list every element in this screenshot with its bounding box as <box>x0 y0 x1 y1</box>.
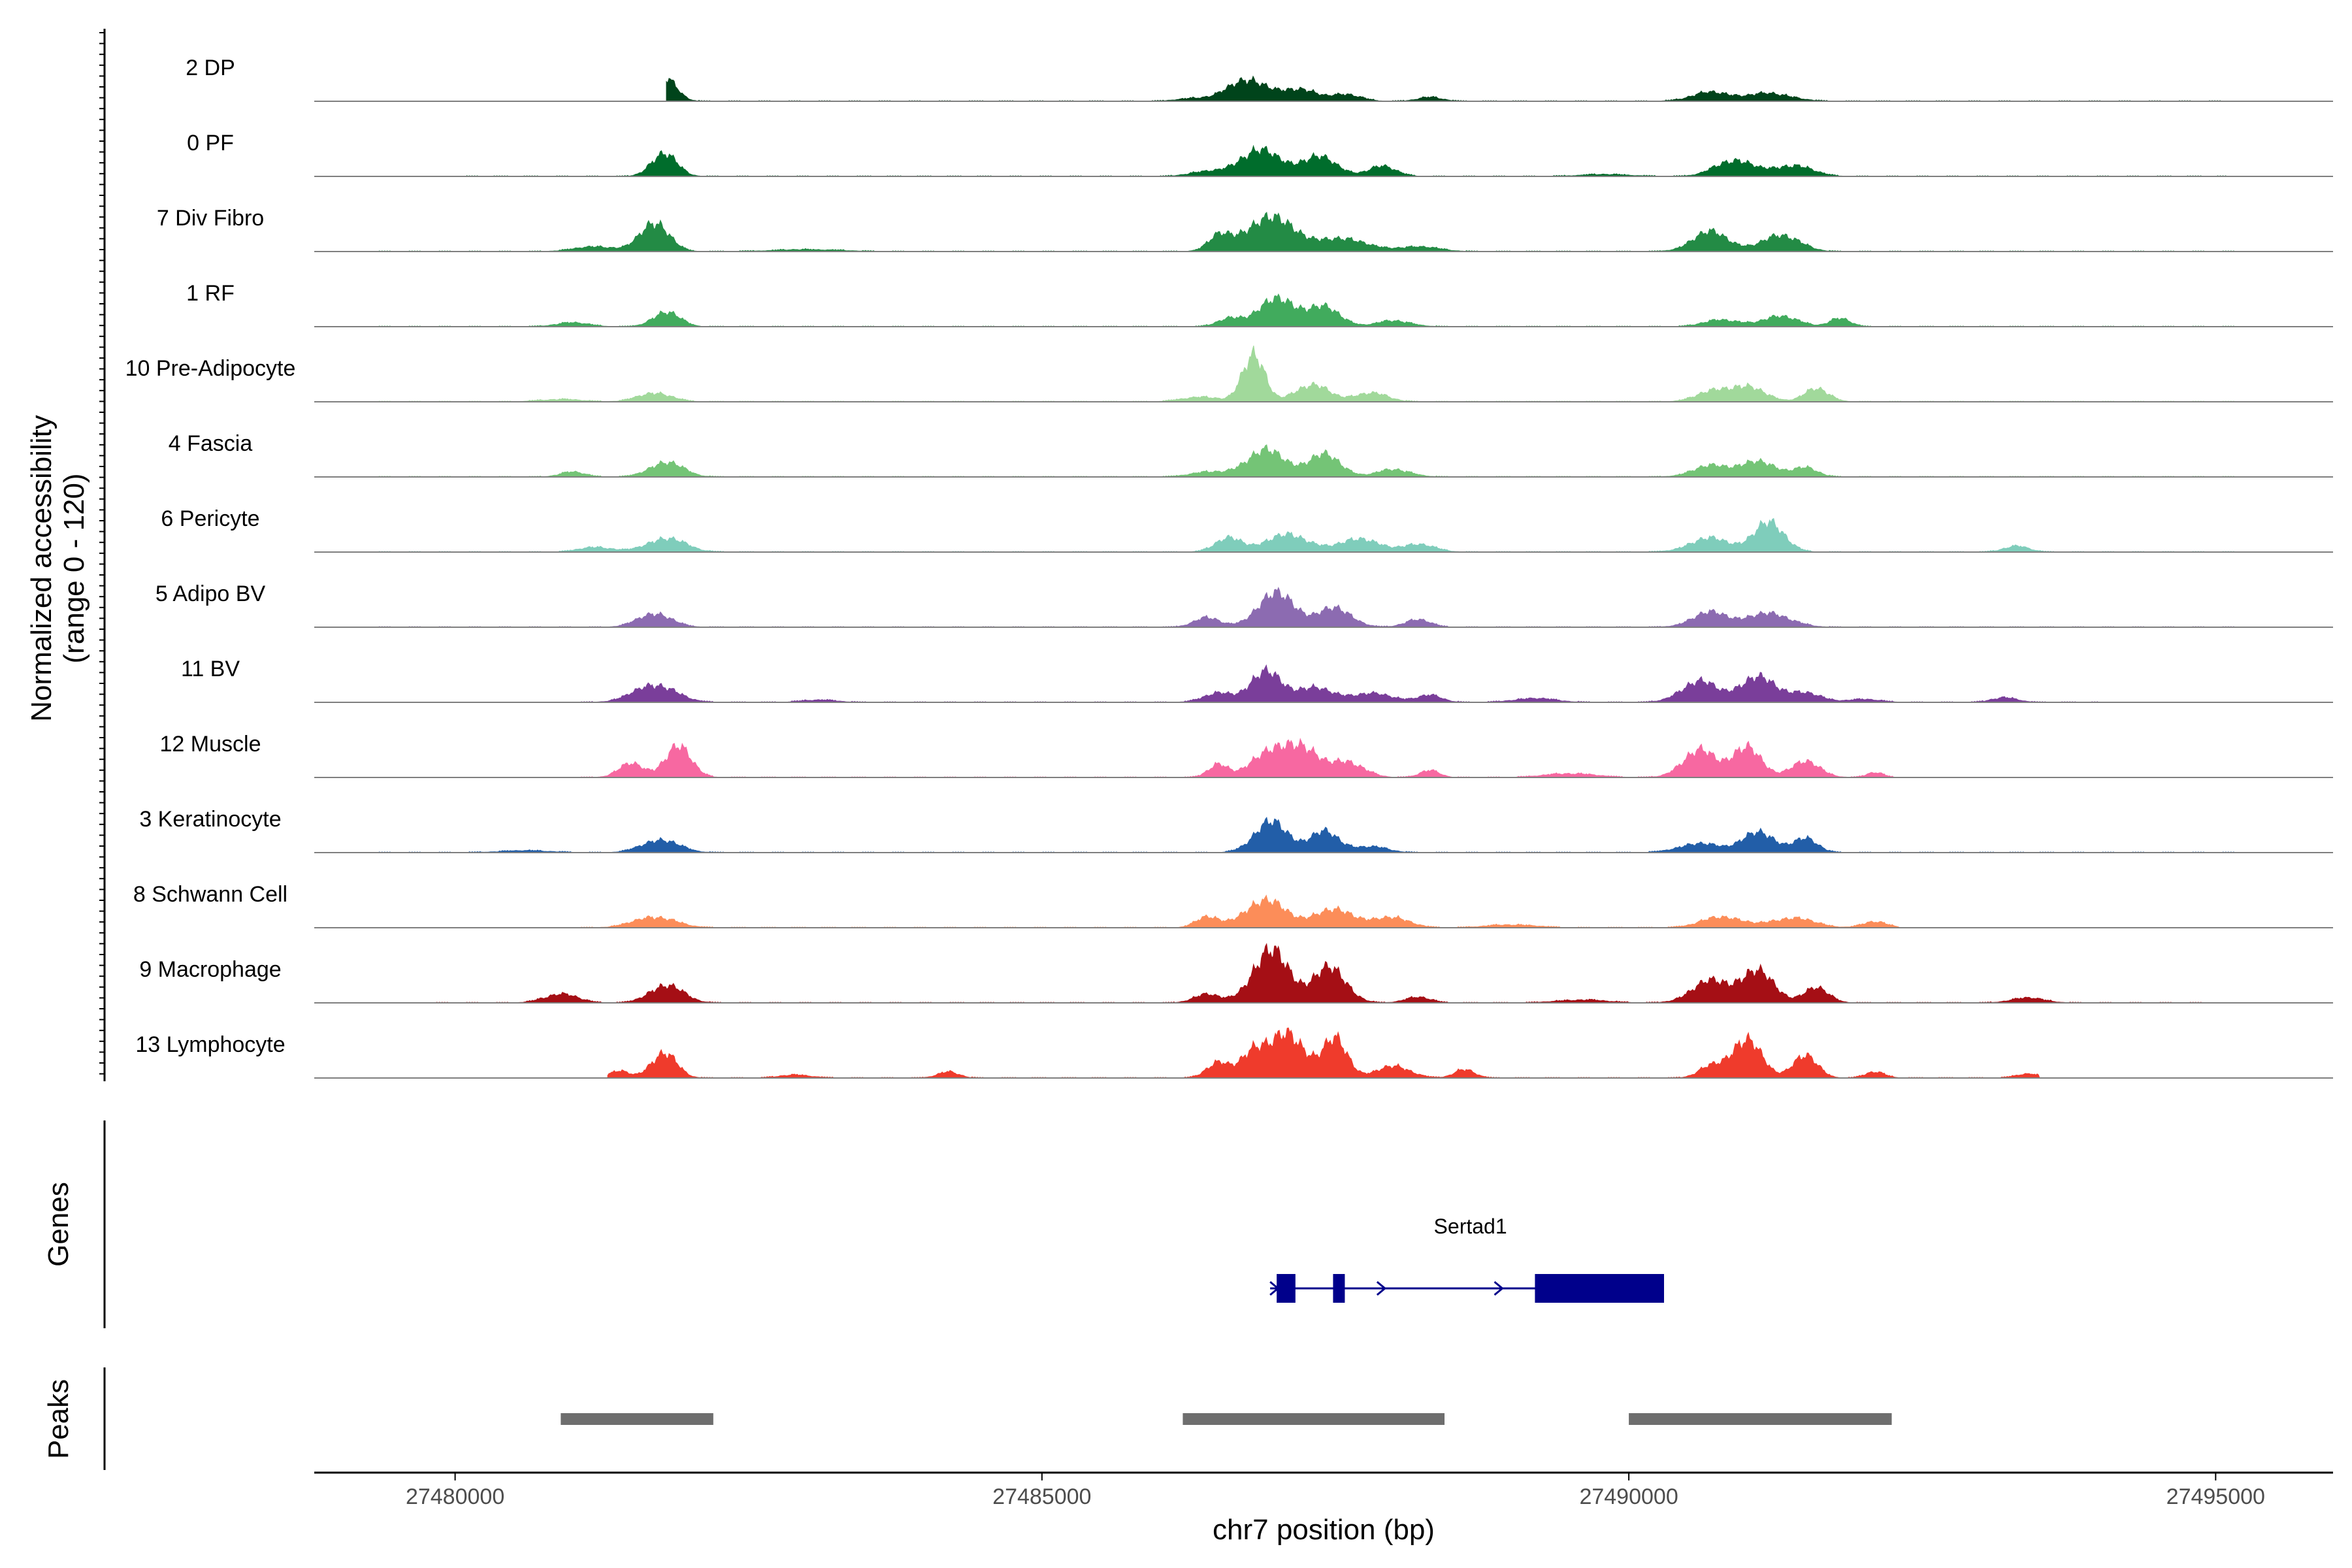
track-label-8-schwann-cell: 8 Schwann Cell <box>133 882 287 907</box>
track-10-pre-adipocyte: 10 Pre-Adipocyte <box>125 345 2333 402</box>
track-label-7-div-fibro: 7 Div Fibro <box>157 206 264 231</box>
track-9-macrophage: 9 Macrophage <box>139 943 2333 1004</box>
peak-region <box>1629 1413 1892 1425</box>
gene-exon <box>1333 1274 1345 1303</box>
track-8-schwann-cell: 8 Schwann Cell <box>133 882 2333 928</box>
track-2-dp: 2 DP <box>186 56 2333 102</box>
track-4-fascia: 4 Fascia <box>169 431 2333 478</box>
gene-track: Sertad1 <box>1269 1215 1664 1303</box>
gene-exon <box>1277 1274 1296 1303</box>
gene-sertad1: Sertad1 <box>1269 1215 1664 1303</box>
track-label-6-pericyte: 6 Pericyte <box>161 506 259 531</box>
x-axis-ticks: 27480000 27485000 27490000 27495000 <box>406 1473 2265 1509</box>
coverage-area-11-bv <box>572 664 2100 703</box>
coverage-area-4-fascia <box>372 444 2251 478</box>
track-label-12-muscle: 12 Muscle <box>160 732 261 757</box>
gene-exon <box>1535 1274 1664 1303</box>
strand-arrow <box>1494 1281 1504 1296</box>
peaks-label: Peaks <box>42 1379 74 1459</box>
track-label-5-adipo-bv: 5 Adipo BV <box>155 581 266 606</box>
coverage-area-9-macrophage <box>419 943 2216 1004</box>
genes-label: Genes <box>42 1182 74 1267</box>
coverage-area-6-pericyte <box>372 517 2251 553</box>
coverage-area-13-lymphocyte <box>607 1027 2040 1079</box>
peak-track <box>561 1413 1892 1425</box>
track-label-3-keratinocyte: 3 Keratinocyte <box>139 807 281 832</box>
y-axis-label-line2: (range 0 - 120) <box>58 473 90 663</box>
track-label-11-bv: 11 BV <box>181 657 240 681</box>
coverage-area-8-schwann-cell <box>572 894 1899 928</box>
track-1-rf: 1 RF <box>186 281 2333 327</box>
track-11-bv: 11 BV <box>181 657 2333 703</box>
track-label-9-macrophage: 9 Macrophage <box>139 957 281 982</box>
peak-region <box>561 1413 713 1425</box>
coverage-area-7-div-fibro <box>372 212 2251 252</box>
x-tick-label: 27480000 <box>406 1484 504 1509</box>
x-tick-label: 27490000 <box>1579 1484 1678 1509</box>
coverage-area-3-keratinocyte <box>372 817 2251 853</box>
track-6-pericyte: 6 Pericyte <box>161 506 2333 553</box>
track-label-4-fascia: 4 Fascia <box>169 431 253 456</box>
coverage-tracks: 2 DP 0 PF 7 Div Fibro 1 RF 10 Pre-Adipocyte 4… <box>125 56 2333 1079</box>
track-label-10-pre-adipocyte: 10 Pre-Adipocyte <box>125 356 296 381</box>
coverage-area-2-dp <box>666 75 2228 102</box>
track-3-keratinocyte: 3 Keratinocyte <box>139 807 2333 853</box>
track-0-pf: 0 PF <box>187 131 2333 177</box>
track-label-0-pf: 0 PF <box>187 131 234 155</box>
gene-name-sertad1: Sertad1 <box>1434 1215 1507 1238</box>
x-tick-label: 27485000 <box>992 1484 1091 1509</box>
strand-arrow <box>1376 1281 1387 1296</box>
x-axis-label: chr7 position (bp) <box>1213 1514 1435 1546</box>
track-label-13-lymphocyte: 13 Lymphocyte <box>135 1032 285 1057</box>
coverage-area-10-pre-adipocyte <box>372 345 2251 402</box>
track-7-div-fibro: 7 Div Fibro <box>157 206 2333 252</box>
coverage-area-5-adipo-bv <box>372 587 2251 628</box>
track-13-lymphocyte: 13 Lymphocyte <box>135 1027 2333 1079</box>
track-12-muscle: 12 Muscle <box>160 732 2333 778</box>
y-axis-label-line1: Normalized accessibility <box>25 415 57 721</box>
track-5-adipo-bv: 5 Adipo BV <box>155 581 2333 628</box>
coverage-area-1-rf <box>372 293 2251 327</box>
coverage-area-12-muscle <box>572 738 1900 778</box>
coverage-area-0-pf <box>466 144 2228 177</box>
track-label-1-rf: 1 RF <box>186 281 235 306</box>
track-label-2-dp: 2 DP <box>186 56 235 80</box>
coverage-y-axis-ticks <box>99 32 105 1075</box>
x-tick-label: 27495000 <box>2166 1484 2265 1509</box>
peak-region <box>1183 1413 1445 1425</box>
